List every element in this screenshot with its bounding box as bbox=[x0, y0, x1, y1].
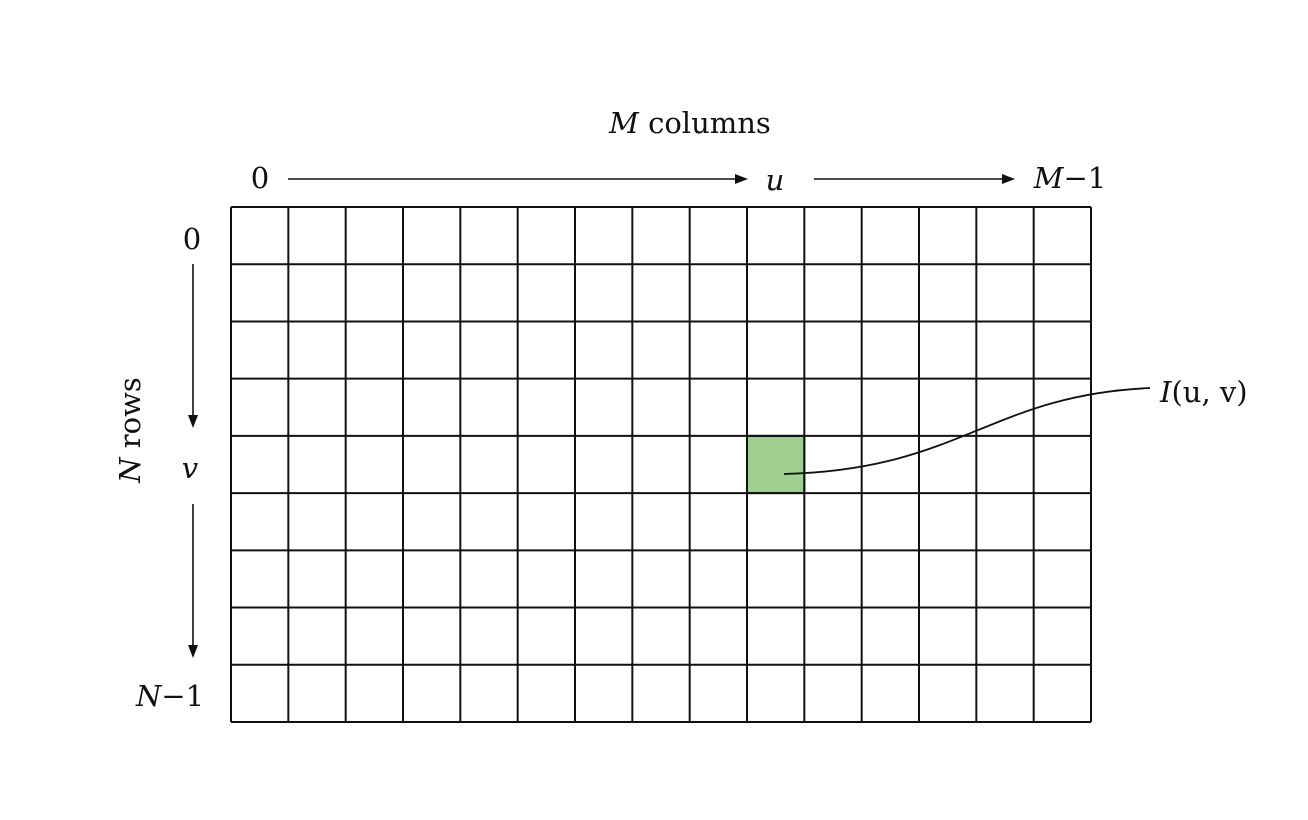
row-index-label: v bbox=[182, 451, 199, 485]
pixel-grid bbox=[230, 206, 1092, 723]
column-end-label: M−1 bbox=[1033, 161, 1106, 195]
row-end-label: N−1 bbox=[135, 679, 204, 713]
column-arrow-2 bbox=[814, 174, 1015, 184]
column-start-label: 0 bbox=[251, 161, 269, 195]
columns-title: M columns bbox=[608, 106, 771, 140]
highlighted-pixel bbox=[746, 434, 806, 495]
rows-title: N rows bbox=[113, 377, 147, 484]
pixel-value-label: I(u, v) bbox=[1159, 375, 1248, 409]
row-start-label: 0 bbox=[183, 222, 201, 256]
row-arrow-2 bbox=[188, 504, 198, 658]
column-index-label: u bbox=[766, 163, 785, 197]
column-arrow-1 bbox=[288, 174, 748, 184]
row-arrow-1 bbox=[188, 264, 198, 428]
pixel-callout-line bbox=[783, 387, 1151, 475]
